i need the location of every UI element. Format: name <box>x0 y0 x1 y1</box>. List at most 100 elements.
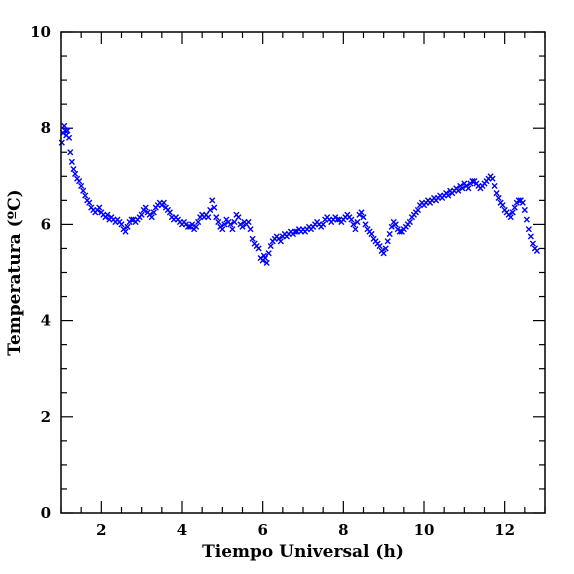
data-point <box>533 247 541 254</box>
data-point <box>166 209 173 216</box>
data-point <box>64 127 71 134</box>
data-point <box>368 230 375 238</box>
data-point <box>459 185 466 192</box>
y-axis-label: Temperatura (ºC) <box>5 189 25 355</box>
data-point <box>118 221 125 228</box>
data-point <box>489 175 496 182</box>
data-point <box>245 218 252 226</box>
data-point <box>96 204 103 211</box>
data-point <box>138 211 145 218</box>
data-point <box>255 245 262 252</box>
data-point <box>386 230 393 238</box>
data-point <box>80 187 87 194</box>
data-point <box>348 216 355 223</box>
data-point <box>61 127 69 134</box>
data-point <box>350 221 357 228</box>
data-point <box>521 206 528 214</box>
x-tick-label: 6 <box>257 521 267 539</box>
data-point <box>215 218 222 226</box>
data-point <box>265 250 272 257</box>
data-point <box>188 221 196 228</box>
data-point <box>148 214 155 221</box>
data-point <box>82 192 89 199</box>
data-point <box>128 216 135 223</box>
data-point <box>414 206 422 214</box>
data-point <box>205 214 212 221</box>
data-point <box>380 250 387 257</box>
y-tick-label: 6 <box>41 215 51 233</box>
data-point <box>277 238 284 245</box>
data-point <box>70 165 77 173</box>
data-point <box>396 228 403 235</box>
data-point <box>511 204 518 211</box>
data-point <box>261 254 269 262</box>
y-tick-label: 8 <box>41 119 51 137</box>
data-point <box>124 223 131 230</box>
data-point <box>231 218 238 226</box>
data-point <box>362 221 369 228</box>
data-points <box>58 122 541 266</box>
data-point <box>239 223 246 230</box>
axis-ticks <box>60 31 546 514</box>
data-point <box>263 259 270 266</box>
data-point <box>499 202 506 209</box>
data-point <box>211 204 218 211</box>
data-point <box>529 240 536 247</box>
data-point <box>493 190 500 197</box>
data-point <box>376 242 383 250</box>
data-point <box>388 223 395 230</box>
data-point <box>491 182 498 190</box>
x-tick-label: 4 <box>177 521 187 539</box>
data-point <box>61 122 68 129</box>
data-point <box>354 218 361 226</box>
data-point <box>469 178 476 185</box>
data-point <box>221 221 228 228</box>
y-tick-label: 10 <box>30 23 51 41</box>
x-tick-label: 8 <box>338 521 348 539</box>
y-tick-label: 0 <box>41 504 51 522</box>
data-point <box>267 242 274 250</box>
data-point <box>334 216 341 223</box>
data-point <box>193 223 200 230</box>
data-point <box>86 199 93 206</box>
data-point <box>523 216 530 223</box>
data-point <box>184 223 192 230</box>
data-point <box>382 245 389 252</box>
data-point <box>445 192 452 199</box>
data-point <box>320 221 327 228</box>
data-point <box>142 204 149 211</box>
x-tick-label: 2 <box>96 521 106 539</box>
data-point <box>209 197 216 204</box>
y-tick-label: 4 <box>41 312 51 330</box>
y-tick-label: 2 <box>41 408 51 426</box>
data-point <box>160 199 167 206</box>
data-point <box>207 206 214 214</box>
data-point <box>235 214 242 221</box>
data-point <box>219 226 226 233</box>
plot-frame <box>60 31 546 514</box>
data-point <box>507 214 514 221</box>
x-tick-label: 12 <box>494 521 515 539</box>
data-point <box>72 170 79 177</box>
data-point <box>519 199 526 206</box>
data-point <box>509 209 516 216</box>
data-point <box>213 214 220 221</box>
data-point <box>247 226 254 233</box>
data-point <box>150 209 157 216</box>
data-point <box>229 226 236 233</box>
data-point <box>227 221 234 228</box>
data-point <box>465 185 472 192</box>
data-point <box>352 226 359 233</box>
data-point <box>455 187 462 194</box>
data-point <box>65 134 73 141</box>
data-point <box>249 235 256 242</box>
data-point <box>68 158 75 165</box>
data-point <box>76 178 83 185</box>
data-point <box>527 233 534 240</box>
data-point <box>525 226 532 233</box>
tick-labels: 2 4 6 8 10 12 0 2 4 6 8 10 <box>30 23 515 539</box>
data-point <box>495 194 502 202</box>
data-point <box>78 182 85 190</box>
x-tick-label: 10 <box>414 521 435 539</box>
